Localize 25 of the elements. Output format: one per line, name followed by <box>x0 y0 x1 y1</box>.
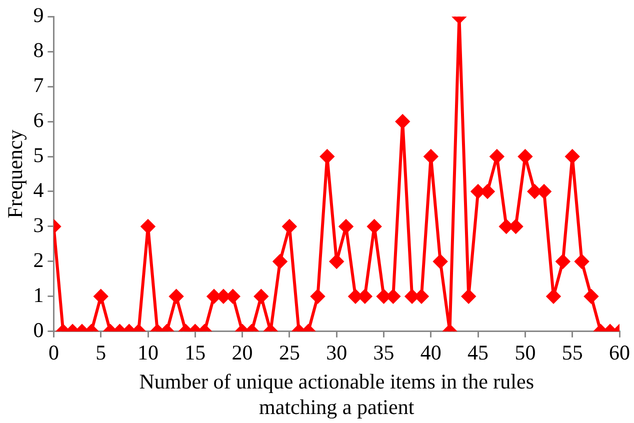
x-tick-label: 30 <box>326 340 348 365</box>
y-tick-label: 6 <box>33 108 44 132</box>
x-tick-label: 25 <box>278 340 300 365</box>
x-tick-label: 50 <box>514 340 536 365</box>
x-tick-label: 15 <box>184 340 206 365</box>
x-tick-label: 40 <box>420 340 442 365</box>
y-tick-label: 4 <box>33 178 44 202</box>
x-tick-label: 60 <box>609 340 630 365</box>
x-tick-label: 10 <box>138 340 158 365</box>
x-tick-label: 45 <box>468 340 489 365</box>
x-tick-label: 35 <box>373 340 394 365</box>
y-tick-label: 3 <box>33 212 44 237</box>
x-tick-label: 0 <box>48 340 59 365</box>
y-tick-label: 5 <box>33 143 44 168</box>
y-tick-label: 0 <box>33 318 44 342</box>
x-axis-title: Number of unique actionable items in the rules matching a patient <box>139 370 534 419</box>
x-tick-label: 20 <box>232 340 253 365</box>
x-tick-label: 55 <box>562 340 583 365</box>
y-tick-label: 8 <box>33 38 44 62</box>
y-axis-title: Frequency <box>3 129 28 218</box>
y-tick-label: 9 <box>33 3 44 28</box>
x-tick-label: 5 <box>96 340 106 365</box>
y-tick-label: 1 <box>33 282 44 307</box>
y-tick-label: 7 <box>33 73 44 98</box>
y-tick-label: 2 <box>33 248 44 272</box>
